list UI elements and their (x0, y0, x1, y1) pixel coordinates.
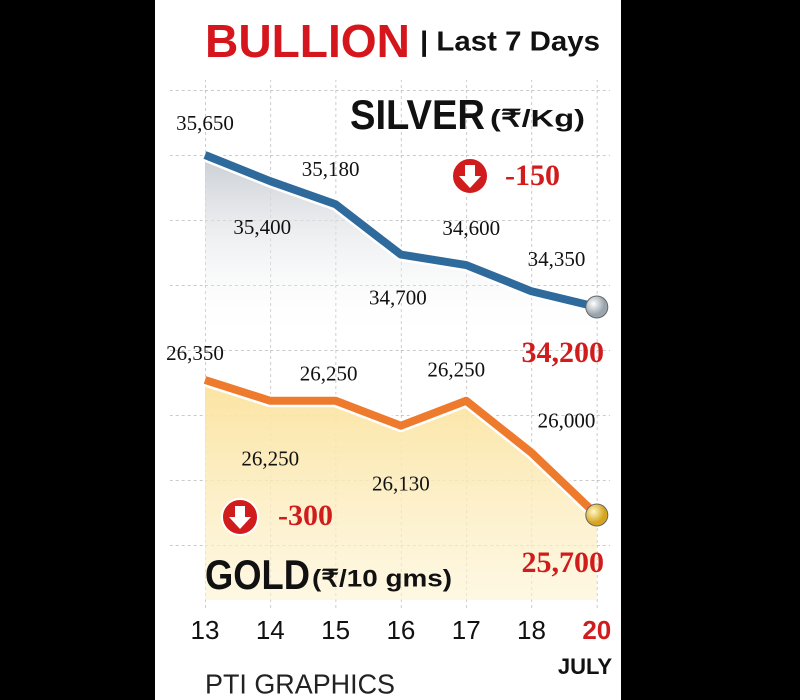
change: -150 (505, 159, 560, 192)
value-label: 26,350 (166, 341, 224, 365)
arrow-glyph (229, 506, 251, 529)
x-tick-label: 15 (321, 615, 350, 645)
line (203, 376, 600, 518)
value-label: 26,130 (372, 472, 430, 496)
x-tick-label: 16 (386, 615, 415, 645)
end-marker (585, 503, 609, 527)
series-unit: (₹/Kg) (490, 105, 585, 132)
value-label: 34,600 (442, 216, 500, 240)
value-label: 35,650 (176, 111, 234, 135)
x-tick-label: 20 (582, 615, 611, 645)
end-marker (585, 295, 609, 319)
x-tick-label: 18 (517, 615, 546, 645)
change: -300 (278, 499, 333, 532)
value-label: 26,250 (427, 358, 485, 382)
subtitle: | Last 7 Days (420, 25, 600, 56)
x-axis-label: JULY (558, 654, 613, 679)
line (203, 151, 598, 311)
value-label: 26,000 (538, 409, 596, 433)
value-label: 26,250 (241, 447, 299, 471)
value-label: 34,700 (369, 285, 427, 309)
arrow-glyph (459, 165, 481, 188)
value-label: 35,400 (233, 215, 291, 239)
x-tick-label: 14 (256, 615, 285, 645)
series-title: GOLD (205, 551, 310, 598)
value-label: 34,200 (522, 336, 605, 369)
value-label: 34,350 (528, 247, 586, 271)
series-unit: (₹/10 gms) (312, 565, 452, 592)
x-tick-label: 13 (191, 615, 220, 645)
value-label: 35,180 (302, 157, 360, 181)
value-label: 25,700 (522, 546, 605, 579)
footer: PTI GRAPHICS (205, 668, 395, 699)
value-label: 26,250 (300, 362, 358, 386)
title: BULLION (205, 15, 410, 67)
area (205, 155, 597, 340)
series-title: SILVER (350, 91, 485, 138)
x-tick-label: 17 (452, 615, 481, 645)
